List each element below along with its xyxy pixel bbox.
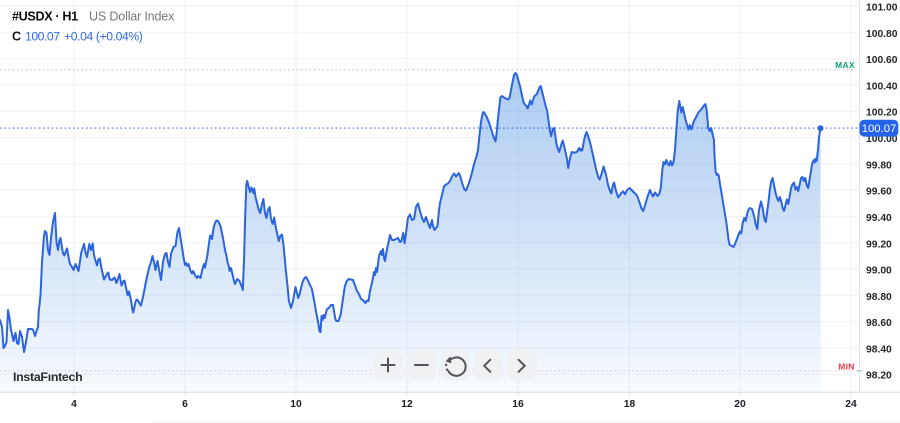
- svg-text:10: 10: [290, 399, 302, 410]
- svg-text:InstaFıntech: InstaFıntech: [13, 370, 82, 384]
- svg-text:101.00: 101.00: [866, 3, 898, 14]
- svg-text:99.40: 99.40: [866, 213, 892, 224]
- svg-text:16: 16: [512, 399, 524, 410]
- svg-text:MIN: MIN: [838, 362, 854, 372]
- svg-text:C: C: [12, 30, 21, 44]
- svg-text:100.00: 100.00: [866, 134, 898, 145]
- svg-text:6: 6: [182, 399, 188, 410]
- svg-text:100.07: 100.07: [25, 30, 60, 44]
- svg-text:US Dollar Index: US Dollar Index: [89, 10, 175, 24]
- svg-text:4: 4: [71, 399, 77, 410]
- svg-text:99.20: 99.20: [866, 239, 892, 250]
- svg-text:99.60: 99.60: [866, 187, 892, 198]
- svg-text:100.40: 100.40: [866, 82, 898, 93]
- svg-text:12: 12: [401, 399, 413, 410]
- svg-text:+0.04 (+0.04%): +0.04 (+0.04%): [64, 30, 143, 44]
- svg-text:99.80: 99.80: [866, 160, 892, 171]
- svg-text:100.80: 100.80: [866, 29, 898, 40]
- svg-text:99.00: 99.00: [866, 266, 892, 277]
- svg-text:98.80: 98.80: [866, 292, 892, 303]
- svg-text:#USDX · H1: #USDX · H1: [12, 10, 78, 24]
- svg-text:98.60: 98.60: [866, 318, 892, 329]
- svg-text:98.20: 98.20: [866, 371, 892, 382]
- svg-text:100.07: 100.07: [862, 123, 897, 135]
- svg-text:98.40: 98.40: [866, 345, 892, 356]
- svg-text:24: 24: [845, 399, 857, 410]
- svg-text:MAX: MAX: [835, 60, 855, 70]
- svg-text:18: 18: [624, 399, 636, 410]
- svg-text:100.60: 100.60: [866, 55, 898, 66]
- svg-text:20: 20: [734, 399, 746, 410]
- svg-text:100.20: 100.20: [866, 108, 898, 119]
